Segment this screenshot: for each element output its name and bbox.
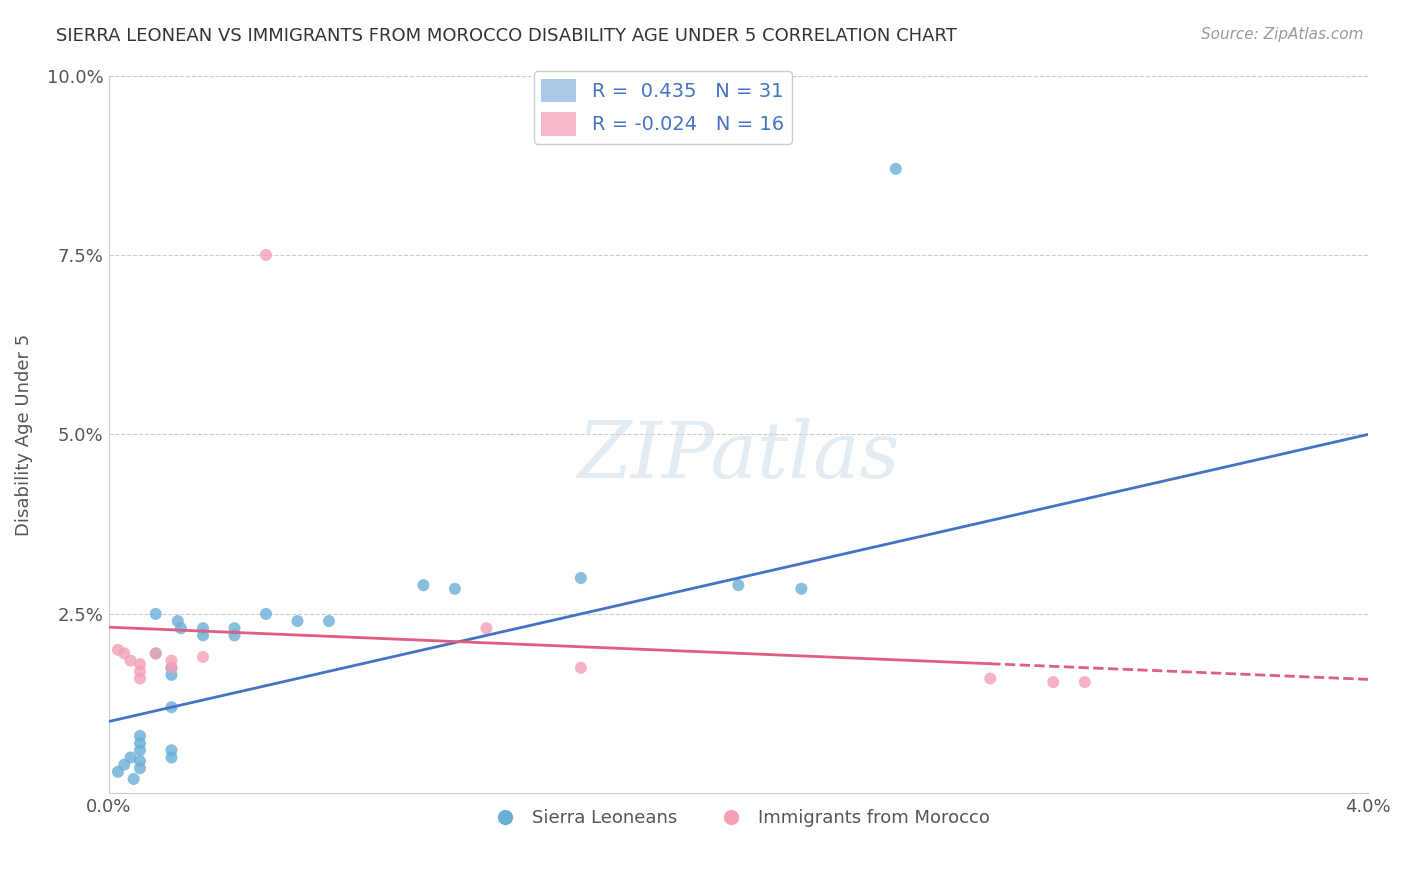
Point xyxy=(112,757,135,772)
Point xyxy=(166,614,188,628)
Legend: Sierra Leoneans, Immigrants from Morocco: Sierra Leoneans, Immigrants from Morocco xyxy=(479,802,997,835)
Point xyxy=(569,571,592,585)
Point xyxy=(107,764,129,779)
Point xyxy=(1042,675,1064,690)
Point xyxy=(112,646,135,660)
Point xyxy=(129,665,152,679)
Point xyxy=(160,750,183,764)
Point xyxy=(224,621,246,635)
Point xyxy=(224,628,246,642)
Point xyxy=(160,743,183,757)
Y-axis label: Disability Age Under 5: Disability Age Under 5 xyxy=(15,334,32,535)
Point xyxy=(160,661,183,675)
Point xyxy=(444,582,467,596)
Point xyxy=(170,621,193,635)
Point xyxy=(790,582,813,596)
Point xyxy=(160,661,183,675)
Point xyxy=(475,621,498,635)
Point xyxy=(145,646,167,660)
Point xyxy=(884,161,907,176)
Point xyxy=(120,750,142,764)
Point xyxy=(254,607,277,621)
Point xyxy=(1074,675,1097,690)
Point xyxy=(287,614,309,628)
Point xyxy=(129,657,152,672)
Point xyxy=(191,621,214,635)
Text: ZIPatlas: ZIPatlas xyxy=(576,417,900,494)
Point xyxy=(254,248,277,262)
Point xyxy=(129,672,152,686)
Point xyxy=(129,729,152,743)
Point xyxy=(727,578,749,592)
Point xyxy=(120,654,142,668)
Text: SIERRA LEONEAN VS IMMIGRANTS FROM MOROCCO DISABILITY AGE UNDER 5 CORRELATION CHA: SIERRA LEONEAN VS IMMIGRANTS FROM MOROCC… xyxy=(56,27,957,45)
Point xyxy=(160,654,183,668)
Text: Source: ZipAtlas.com: Source: ZipAtlas.com xyxy=(1201,27,1364,42)
Point xyxy=(129,736,152,750)
Point xyxy=(122,772,145,786)
Point xyxy=(107,642,129,657)
Point xyxy=(191,628,214,642)
Point xyxy=(979,672,1001,686)
Point xyxy=(129,743,152,757)
Point xyxy=(129,761,152,775)
Point xyxy=(129,754,152,768)
Point xyxy=(412,578,434,592)
Point xyxy=(318,614,340,628)
Point xyxy=(145,646,167,660)
Point xyxy=(160,668,183,682)
Point xyxy=(569,661,592,675)
Point xyxy=(145,607,167,621)
Point xyxy=(160,700,183,714)
Point xyxy=(191,650,214,665)
